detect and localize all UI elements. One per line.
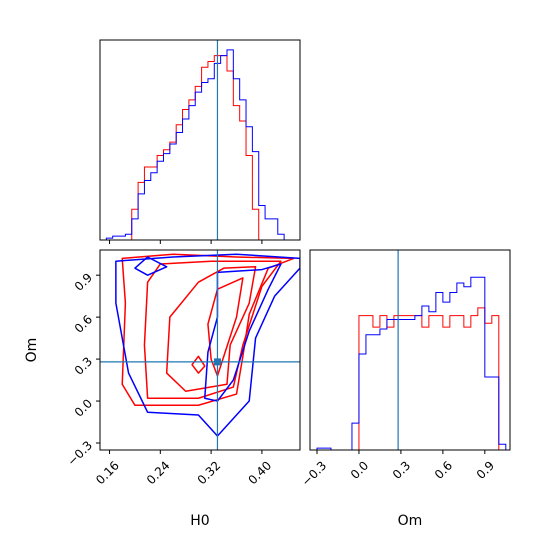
h0-marginal-x-ticks xyxy=(109,240,263,244)
om-x-tick-label-4: 0.9 xyxy=(474,458,497,481)
contour-x-tick-label-3: 0.40 xyxy=(245,458,274,487)
h0-marginal-frame xyxy=(99,39,301,241)
om-hist-series-2 xyxy=(310,276,507,451)
contour-series-2-level-1 xyxy=(115,253,300,437)
h0-hist-series-1 xyxy=(100,55,291,241)
contour-y-tick-label-4: 0.9 xyxy=(72,270,95,293)
contour-series-1-level-5 xyxy=(191,355,206,374)
contour-series-2-level-3 xyxy=(134,256,168,276)
contour-series-1-level-3 xyxy=(165,266,257,393)
contour-x-tick-label-1: 0.24 xyxy=(144,458,173,487)
om-x-tick-label-1: 0.0 xyxy=(348,458,371,481)
om-hist-series-1 xyxy=(310,307,506,451)
x-axis-label-h0: H0 xyxy=(190,513,209,529)
contour-series-1-level-2 xyxy=(143,260,282,399)
contour-y-tick-label-2: 0.3 xyxy=(72,354,95,377)
contour-lines xyxy=(115,253,300,437)
om-marginal-frame xyxy=(309,249,511,451)
contour-series-1-level-4 xyxy=(207,277,244,377)
contour-y-tick-label-1: 0.0 xyxy=(72,396,95,419)
contour-x-tick-label-0: 0.16 xyxy=(93,458,122,487)
h0-marginal-panel xyxy=(99,39,301,244)
om-x-tick-label-2: 0.3 xyxy=(390,458,413,481)
om-x-tick-label-0: −0.3 xyxy=(299,458,330,489)
om-histograms xyxy=(310,276,507,451)
y-axis-label-om: Om xyxy=(24,338,40,363)
om-marginal-panel: −0.3 0.0 0.3 0.6 0.9 Om xyxy=(299,249,511,529)
contour-x-ticks: 0.16 0.24 0.32 0.40 xyxy=(93,450,274,487)
h0-histograms xyxy=(100,49,291,241)
contour-y-tick-label-0: −0.3 xyxy=(65,438,96,469)
contour-y-ticks: −0.3 0.0 0.3 0.6 0.9 xyxy=(65,270,100,469)
x-axis-label-om: Om xyxy=(398,513,423,529)
h0-om-contour-panel: 0.16 0.24 0.32 0.40 −0.3 0.0 0.3 0.6 0.9 H0 Om xyxy=(24,249,301,529)
contour-series-1-level-1 xyxy=(121,253,295,406)
om-x-tick-label-3: 0.6 xyxy=(432,458,455,481)
contour-frame xyxy=(99,249,301,451)
truth-marker xyxy=(213,358,221,366)
h0-hist-series-2 xyxy=(100,49,291,241)
om-x-ticks: −0.3 0.0 0.3 0.6 0.9 xyxy=(299,450,497,489)
contour-x-tick-label-2: 0.32 xyxy=(195,458,224,487)
contour-y-tick-label-3: 0.6 xyxy=(72,312,95,335)
contour-series-2-level-2 xyxy=(204,263,282,402)
